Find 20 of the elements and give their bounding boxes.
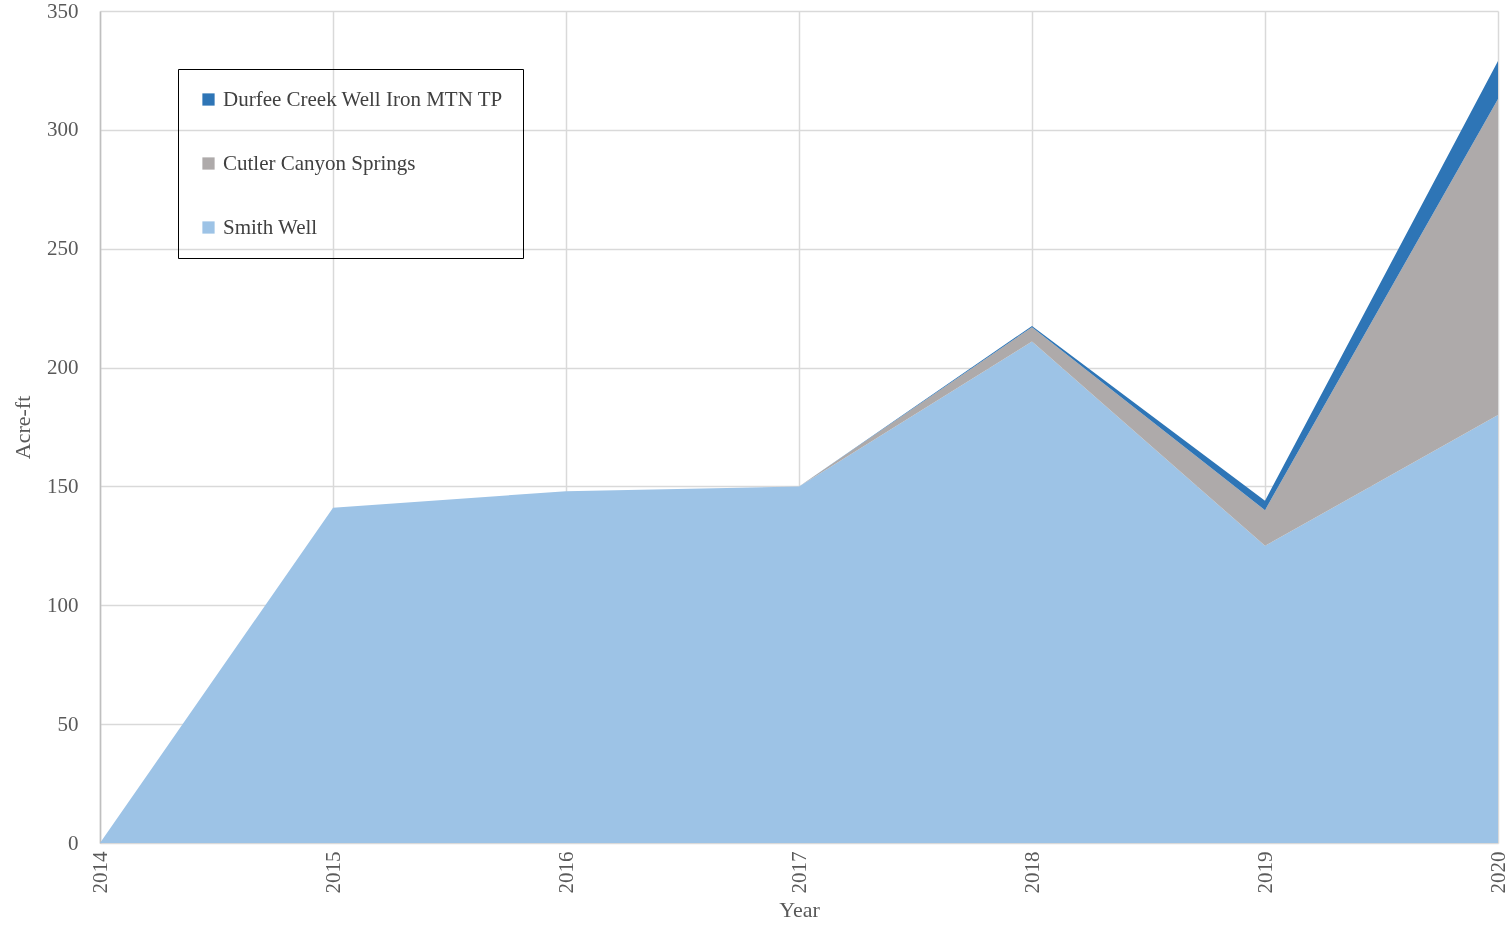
x-tick-label: 2020 <box>1485 851 1510 894</box>
y-tick-label: 250 <box>47 236 79 261</box>
x-axis-title: Year <box>779 896 821 922</box>
x-tick-label: 2018 <box>1019 851 1044 894</box>
legend-label: Durfee Creek Well Iron MTN TP <box>223 86 503 111</box>
legend-label: Cutler Canyon Springs <box>223 150 416 175</box>
x-tick-label: 2015 <box>320 851 345 894</box>
y-tick-label: 100 <box>47 592 79 617</box>
y-axis-title: Acre-ft <box>10 395 35 460</box>
x-tick-label: 2016 <box>553 851 578 894</box>
y-tick-label: 150 <box>47 473 79 498</box>
y-tick-label: 0 <box>68 830 79 855</box>
legend-label: Smith Well <box>223 214 318 239</box>
y-tick-label: 300 <box>47 117 79 142</box>
y-tick-label: 200 <box>47 355 79 380</box>
x-tick-label: 2019 <box>1252 851 1277 894</box>
x-tick-label: 2014 <box>87 851 112 894</box>
x-tick-label: 2017 <box>786 851 811 894</box>
y-tick-label: 50 <box>57 711 79 736</box>
y-tick-label: 350 <box>47 0 79 23</box>
